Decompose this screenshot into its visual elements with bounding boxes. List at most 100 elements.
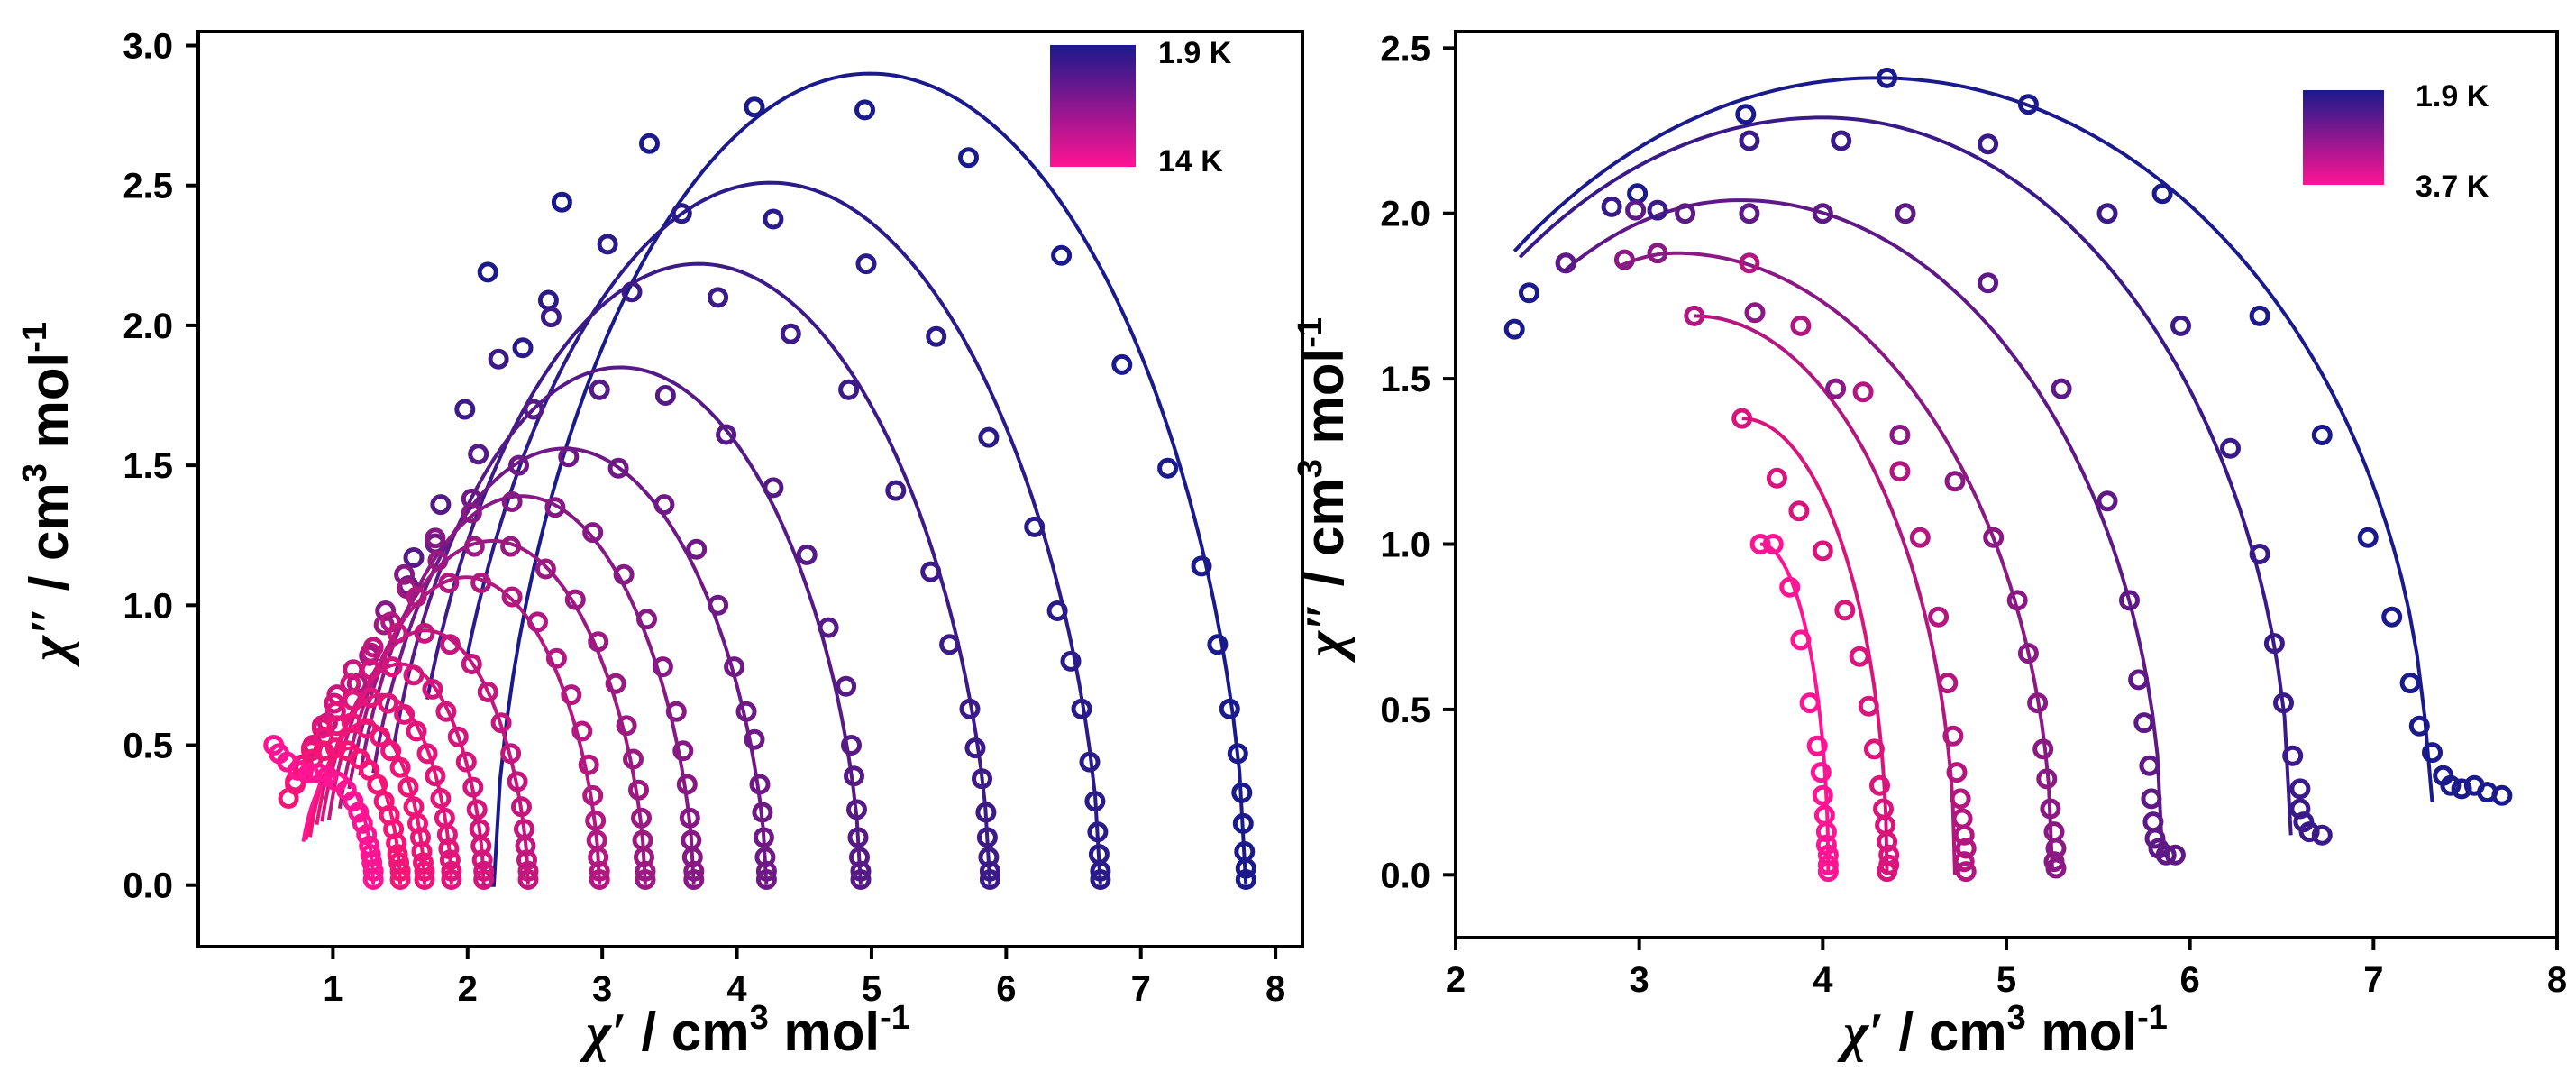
left-data-point: [416, 743, 438, 765]
left-data-point: [1234, 841, 1256, 862]
right-data-point: [2141, 788, 2162, 810]
right-data-point: [1983, 527, 2005, 548]
left-data-point: [844, 765, 864, 787]
right-data-point: [1647, 243, 1668, 264]
left-data-point: [441, 860, 462, 882]
left-y-tick-label: 3.0: [123, 27, 173, 67]
left-data-point: [1231, 782, 1253, 803]
left-data-point: [413, 852, 434, 874]
left-data-point: [1071, 698, 1092, 719]
left-data-point: [744, 728, 765, 750]
right-data-point: [1817, 854, 1839, 875]
right-data-point: [1613, 249, 1635, 270]
right-data-point: [2096, 203, 2118, 224]
left-data-point: [545, 647, 567, 669]
right-fit-curve: [1512, 76, 2434, 802]
left-data-point: [337, 740, 359, 762]
left-data-point: [976, 827, 998, 848]
left-legend: 1.9 K 14 K: [1050, 36, 1232, 179]
left-data-point: [316, 765, 338, 787]
right-legend-bottom-label: 3.7 K: [2416, 169, 2489, 204]
left-fit-curve: [391, 365, 863, 885]
right-data-point: [2119, 590, 2140, 611]
left-data-point: [849, 847, 870, 868]
left-data-point: [468, 444, 489, 465]
left-data-point: [850, 869, 872, 890]
left-data-point: [854, 99, 875, 121]
left-data-point: [755, 869, 777, 890]
left-data-point: [439, 634, 461, 655]
left-x-tick-label: 6: [996, 969, 1016, 1009]
left-data-point: [724, 656, 745, 678]
left-data-point: [672, 740, 694, 762]
right-legend: 1.9 K 3.7 K: [2303, 79, 2489, 204]
right-data-point: [1812, 540, 1833, 562]
left-x-tick-label: 2: [458, 969, 478, 1009]
right-data-point: [2399, 673, 2421, 694]
left-data-point: [1046, 600, 1068, 621]
left-data-point: [1111, 353, 1133, 375]
left-data-point: [352, 812, 373, 834]
right-data-point: [2051, 378, 2072, 399]
right-data-point: [2128, 669, 2150, 691]
right-data-point: [2433, 765, 2454, 786]
left-data-point: [425, 527, 446, 549]
right-data-point: [1735, 104, 1757, 125]
left-data-point: [517, 860, 539, 882]
left-data-point: [441, 869, 462, 890]
left-data-point: [561, 684, 582, 706]
left-data-point: [605, 673, 626, 694]
left-data-point: [389, 756, 411, 778]
left-data-point: [343, 690, 364, 711]
left-data-point: [652, 656, 673, 678]
right-data-point: [2311, 425, 2333, 445]
left-data-point: [1060, 650, 1082, 672]
left-cole-cole-chart: 1 2 3 4 5 6 7 8 0.0 0.5 1.0 1.5 2.0 2.5 3.0 1.9 K 14 …: [16, 27, 1304, 1062]
left-data-point: [403, 547, 425, 568]
left-x-tick-label: 4: [726, 969, 747, 1009]
left-data-point: [540, 307, 562, 328]
left-legend-bottom-label: 14 K: [1158, 144, 1223, 179]
left-y-tick-label: 0.5: [123, 727, 173, 766]
right-data-point: [1812, 203, 1833, 224]
left-data-point: [920, 561, 942, 582]
left-data-point: [387, 622, 408, 644]
left-data-point: [735, 701, 757, 722]
right-x-tick-label: 4: [1813, 960, 1833, 1000]
left-data-point: [430, 494, 452, 516]
right-data-point: [1873, 798, 1894, 820]
right-data-point: [2017, 643, 2039, 664]
left-data-point: [488, 348, 509, 370]
right-data-point: [1813, 804, 1835, 826]
right-data-point: [1831, 130, 1852, 151]
left-data-point: [360, 659, 381, 681]
right-data-point: [1953, 851, 1975, 873]
right-y-tick-label: 2.5: [1380, 29, 1430, 69]
right-data-point: [1942, 725, 1964, 747]
left-data-point: [1084, 791, 1106, 812]
left-data-point: [653, 494, 675, 516]
right-data-point: [1601, 196, 1622, 217]
left-data-point: [324, 737, 346, 759]
right-data-point: [1762, 534, 1784, 554]
right-data-point: [2139, 755, 2160, 776]
left-data-point: [301, 740, 322, 762]
left-data-point: [939, 634, 961, 655]
left-data-point: [523, 399, 544, 420]
left-data-point: [571, 720, 593, 742]
right-data-point: [2006, 590, 2028, 611]
left-data-point: [683, 869, 705, 890]
left-fit-curve: [480, 71, 1248, 887]
left-data-point: [979, 869, 1000, 890]
left-data-point: [763, 208, 784, 230]
right-data-point: [2043, 851, 2065, 873]
left-data-point: [461, 654, 482, 674]
left-data-point: [373, 791, 395, 812]
left-data-point: [841, 735, 862, 756]
right-data-point: [1627, 183, 1649, 205]
right-y-tick-label: 1.0: [1380, 526, 1430, 565]
right-data-point: [1779, 576, 1801, 598]
right-data-point: [1625, 199, 1647, 221]
left-data-point: [708, 594, 729, 616]
